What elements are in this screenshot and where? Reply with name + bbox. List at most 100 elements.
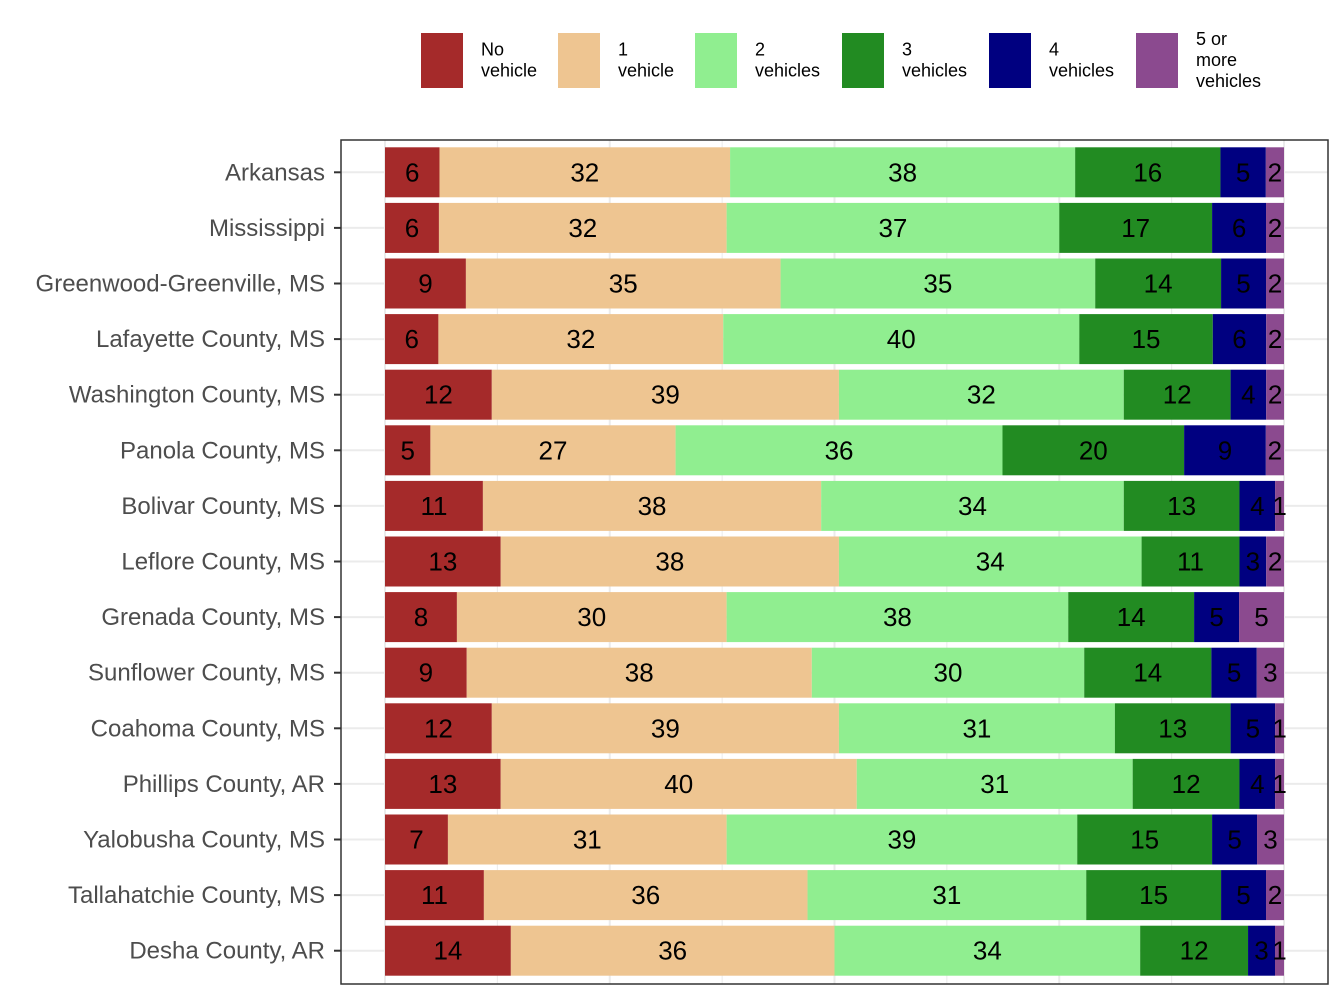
- bar-tallahatchie-county-ms-3-vehicles: [1086, 870, 1222, 921]
- bar-label-panola-county-ms-no-vehicle: 5: [400, 435, 414, 465]
- bar-coahoma-county-ms-no-vehicle: [385, 703, 492, 754]
- bar-label-arkansas-2-vehicles: 38: [888, 157, 917, 187]
- bar-yalobusha-county-ms-2-vehicles: [726, 814, 1078, 865]
- bar-greenwood-greenville-ms-4-vehicles: [1221, 258, 1267, 309]
- bar-label-grenada-county-ms-4-vehicles: 5: [1209, 602, 1223, 632]
- bar-label-leflore-county-ms-2-vehicles: 34: [976, 547, 1005, 577]
- bar-arkansas-2-vehicles: [730, 147, 1076, 198]
- y-tick-label-arkansas: Arkansas: [225, 159, 325, 186]
- bar-lafayette-county-ms-2-vehicles: [723, 314, 1080, 365]
- legend-key-5-or-more-vehicles: [1136, 33, 1178, 88]
- bar-washington-county-ms-4-vehicles: [1230, 369, 1267, 420]
- legend-label-2-vehicles: 2 vehicles: [755, 40, 820, 81]
- legend-label-4-vehicles: 4 vehicles: [1049, 40, 1114, 81]
- bar-label-mississippi-3-vehicles: 17: [1121, 213, 1150, 243]
- bar-label-yalobusha-county-ms-2-vehicles: 39: [887, 825, 916, 855]
- bar-phillips-county-ar-no-vehicle: [385, 758, 501, 809]
- bar-mississippi-1-vehicle: [438, 202, 727, 253]
- bar-label-coahoma-county-ms-no-vehicle: 12: [424, 713, 453, 743]
- bar-label-phillips-county-ar-2-vehicles: 31: [980, 769, 1009, 799]
- bar-label-leflore-county-ms-1-vehicle: 38: [655, 547, 684, 577]
- bar-label-leflore-county-ms-4-vehicles: 3: [1246, 547, 1260, 577]
- bar-panola-county-ms-no-vehicle: [385, 425, 431, 476]
- bar-label-lafayette-county-ms-3-vehicles: 15: [1132, 324, 1161, 354]
- bar-label-washington-county-ms-4-vehicles: 4: [1241, 380, 1255, 410]
- bar-label-lafayette-county-ms-5-or-more-vehicles: 2: [1268, 324, 1282, 354]
- y-tick-label-yalobusha-county-ms: Yalobusha County, MS: [83, 827, 325, 854]
- y-tick-label-phillips-county-ar: Phillips County, AR: [123, 771, 325, 798]
- bar-label-tallahatchie-county-ms-2-vehicles: 31: [932, 880, 961, 910]
- bar-label-leflore-county-ms-3-vehicles: 11: [1177, 547, 1204, 577]
- bar-coahoma-county-ms-5-or-more-vehicles: [1275, 703, 1284, 754]
- bar-label-yalobusha-county-ms-no-vehicle: 7: [409, 825, 423, 855]
- bar-arkansas-3-vehicles: [1075, 147, 1221, 198]
- bar-arkansas-1-vehicle: [439, 147, 731, 198]
- bar-phillips-county-ar-1-vehicle: [500, 758, 857, 809]
- bar-label-panola-county-ms-5-or-more-vehicles: 2: [1268, 435, 1282, 465]
- bar-sunflower-county-ms-no-vehicle: [385, 647, 467, 698]
- legend-key-no-vehicle: [421, 33, 463, 88]
- bar-washington-county-ms-3-vehicles: [1123, 369, 1231, 420]
- bar-arkansas-5-or-more-vehicles: [1265, 147, 1284, 198]
- bar-label-coahoma-county-ms-2-vehicles: 31: [962, 713, 991, 743]
- bar-label-grenada-county-ms-2-vehicles: 38: [883, 602, 912, 632]
- bar-label-panola-county-ms-1-vehicle: 27: [539, 435, 568, 465]
- bar-arkansas-no-vehicle: [385, 147, 440, 198]
- bar-lafayette-county-ms-1-vehicle: [438, 314, 724, 365]
- bar-label-panola-county-ms-2-vehicles: 36: [825, 435, 854, 465]
- bar-label-coahoma-county-ms-5-or-more-vehicles: 1: [1272, 713, 1286, 743]
- bar-grenada-county-ms-4-vehicles: [1194, 592, 1240, 643]
- bar-desha-county-ar-3-vehicles: [1140, 925, 1249, 976]
- bar-lafayette-county-ms-4-vehicles: [1212, 314, 1267, 365]
- bar-washington-county-ms-no-vehicle: [385, 369, 492, 420]
- bar-panola-county-ms-3-vehicles: [1002, 425, 1185, 476]
- bar-label-coahoma-county-ms-1-vehicle: 39: [651, 713, 680, 743]
- bar-washington-county-ms-1-vehicle: [491, 369, 839, 420]
- bar-sunflower-county-ms-1-vehicle: [466, 647, 812, 698]
- bar-panola-county-ms-5-or-more-vehicles: [1265, 425, 1284, 476]
- bar-desha-county-ar-no-vehicle: [385, 925, 511, 976]
- bar-label-coahoma-county-ms-3-vehicles: 13: [1158, 713, 1187, 743]
- bar-label-greenwood-greenville-ms-no-vehicle: 9: [418, 269, 432, 299]
- bar-tallahatchie-county-ms-2-vehicles: [807, 870, 1087, 921]
- bar-phillips-county-ar-2-vehicles: [856, 758, 1133, 809]
- bar-grenada-county-ms-no-vehicle: [385, 592, 457, 643]
- bar-label-desha-county-ar-2-vehicles: 34: [973, 936, 1002, 966]
- bar-label-washington-county-ms-2-vehicles: 32: [967, 380, 996, 410]
- bar-label-leflore-county-ms-5-or-more-vehicles: 2: [1268, 547, 1282, 577]
- bar-label-bolivar-county-ms-1-vehicle: 38: [638, 491, 667, 521]
- bar-label-arkansas-5-or-more-vehicles: 2: [1268, 157, 1282, 187]
- bar-coahoma-county-ms-4-vehicles: [1230, 703, 1276, 754]
- bar-label-sunflower-county-ms-1-vehicle: 38: [625, 658, 654, 688]
- bar-label-phillips-county-ar-no-vehicle: 13: [428, 769, 457, 799]
- bar-label-sunflower-county-ms-3-vehicles: 14: [1133, 658, 1162, 688]
- bar-label-mississippi-5-or-more-vehicles: 2: [1268, 213, 1282, 243]
- legend-key-2-vehicles: [695, 33, 737, 88]
- bar-coahoma-county-ms-1-vehicle: [491, 703, 839, 754]
- bar-label-sunflower-county-ms-4-vehicles: 5: [1227, 658, 1241, 688]
- bar-label-mississippi-2-vehicles: 37: [878, 213, 907, 243]
- bar-label-tallahatchie-county-ms-5-or-more-vehicles: 2: [1268, 880, 1282, 910]
- bar-tallahatchie-county-ms-1-vehicle: [483, 870, 808, 921]
- bar-label-sunflower-county-ms-no-vehicle: 9: [419, 658, 433, 688]
- bar-label-yalobusha-county-ms-3-vehicles: 15: [1130, 825, 1159, 855]
- bar-greenwood-greenville-ms-2-vehicles: [780, 258, 1096, 309]
- bar-panola-county-ms-4-vehicles: [1184, 425, 1266, 476]
- y-tick-label-grenada-county-ms: Grenada County, MS: [101, 604, 325, 631]
- bar-panola-county-ms-2-vehicles: [675, 425, 1003, 476]
- bar-label-bolivar-county-ms-2-vehicles: 34: [958, 491, 987, 521]
- bar-leflore-county-ms-5-or-more-vehicles: [1266, 536, 1284, 587]
- y-tick-label-coahoma-county-ms: Coahoma County, MS: [91, 715, 325, 742]
- bar-label-leflore-county-ms-no-vehicle: 13: [428, 547, 457, 577]
- bar-label-desha-county-ar-3-vehicles: 12: [1180, 936, 1209, 966]
- bar-label-yalobusha-county-ms-5-or-more-vehicles: 3: [1263, 825, 1277, 855]
- y-tick-label-sunflower-county-ms: Sunflower County, MS: [88, 660, 325, 687]
- bar-washington-county-ms-5-or-more-vehicles: [1266, 369, 1284, 420]
- bar-grenada-county-ms-1-vehicle: [456, 592, 727, 643]
- bar-label-panola-county-ms-3-vehicles: 20: [1079, 435, 1108, 465]
- bar-label-sunflower-county-ms-2-vehicles: 30: [934, 658, 963, 688]
- bar-yalobusha-county-ms-5-or-more-vehicles: [1257, 814, 1284, 865]
- bar-bolivar-county-ms-3-vehicles: [1123, 480, 1240, 531]
- bar-mississippi-2-vehicles: [726, 202, 1060, 253]
- bar-mississippi-4-vehicles: [1212, 202, 1267, 253]
